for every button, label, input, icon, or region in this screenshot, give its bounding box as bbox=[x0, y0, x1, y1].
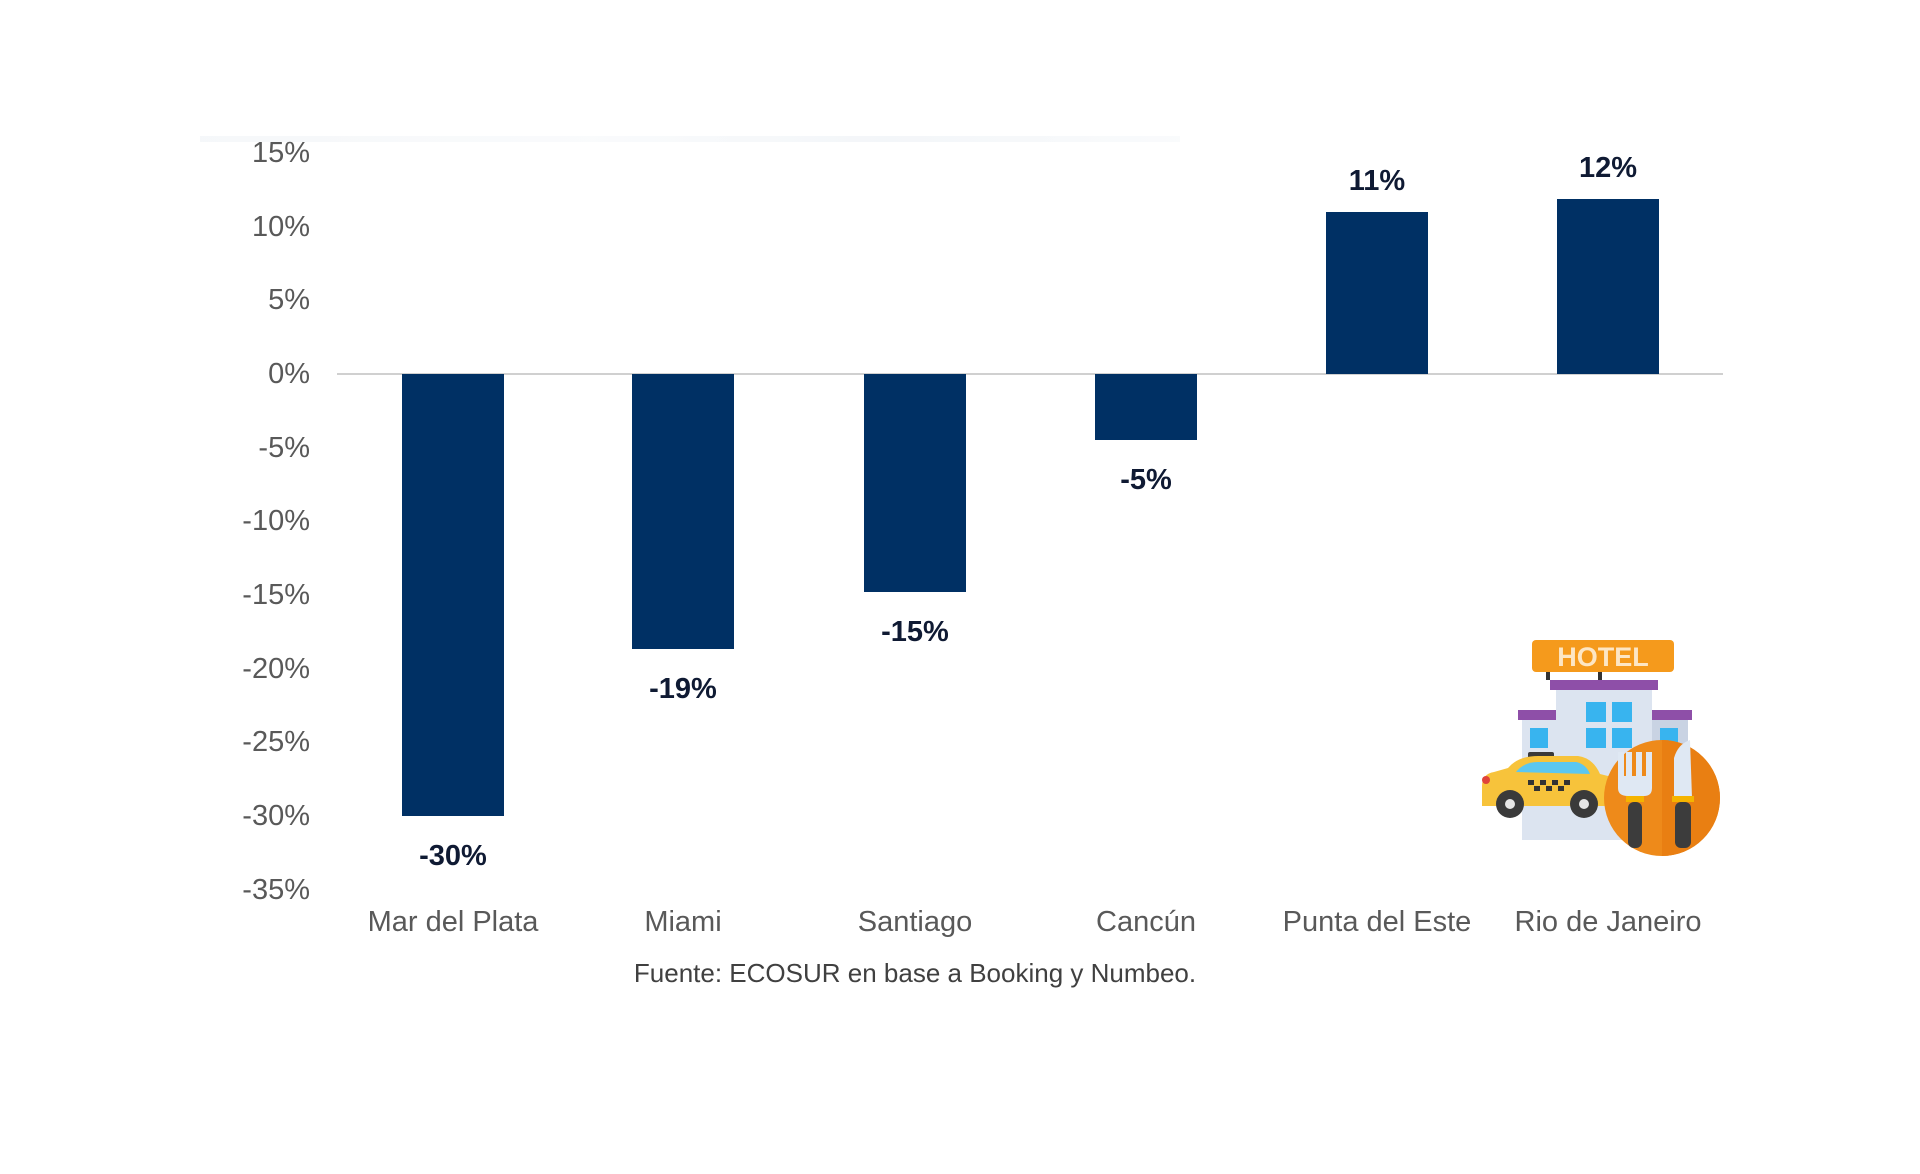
x-tick-label: Miami bbox=[644, 906, 722, 938]
data-label: -30% bbox=[419, 839, 487, 872]
source-caption: Fuente: ECOSUR en base a Booking y Numbe… bbox=[633, 958, 1197, 988]
x-tick-label: Punta del Este bbox=[1282, 906, 1472, 938]
x-tick-label: Santiago bbox=[857, 906, 973, 938]
y-tick-label: 15% bbox=[251, 137, 310, 170]
bar-santiago bbox=[864, 374, 966, 592]
restaurant-cutlery-icon bbox=[1604, 740, 1720, 856]
y-tick-label: 10% bbox=[251, 210, 310, 243]
data-label: -5% bbox=[1120, 464, 1172, 497]
svg-text:HOTEL: HOTEL bbox=[1557, 642, 1649, 672]
x-tick-label: Mar del Plata bbox=[367, 906, 539, 938]
zero-axis-line bbox=[337, 373, 1723, 375]
y-tick-label: -10% bbox=[242, 505, 310, 538]
data-label: -15% bbox=[881, 616, 949, 648]
y-tick-label: -25% bbox=[242, 726, 310, 759]
data-label: 11% bbox=[1348, 164, 1406, 197]
bar-mar-del-plata bbox=[402, 374, 504, 816]
y-tick-label: -15% bbox=[242, 578, 310, 611]
data-label: -19% bbox=[649, 673, 717, 706]
x-tick-label: Rio de Janeiro bbox=[1514, 906, 1702, 938]
bar-canc-n bbox=[1095, 374, 1197, 441]
y-tick-label: 5% bbox=[268, 284, 310, 317]
y-tick-label: -5% bbox=[258, 431, 310, 464]
bar-punta-del-este bbox=[1326, 211, 1428, 374]
taxi-icon bbox=[1482, 752, 1614, 818]
hotel-taxi-restaurant-illustration: HOTEL bbox=[1478, 628, 1728, 858]
bar-rio-de-janeiro bbox=[1557, 198, 1659, 374]
y-tick-label: -35% bbox=[242, 873, 310, 906]
y-tick-label: -20% bbox=[242, 652, 310, 685]
bar-miami bbox=[632, 374, 734, 650]
y-tick-label: -30% bbox=[242, 799, 310, 832]
y-tick-label: 0% bbox=[268, 358, 310, 390]
x-tick-label: Cancún bbox=[1096, 906, 1196, 938]
data-label: 12% bbox=[1578, 151, 1638, 184]
cropped-title-remnant bbox=[200, 136, 1180, 142]
